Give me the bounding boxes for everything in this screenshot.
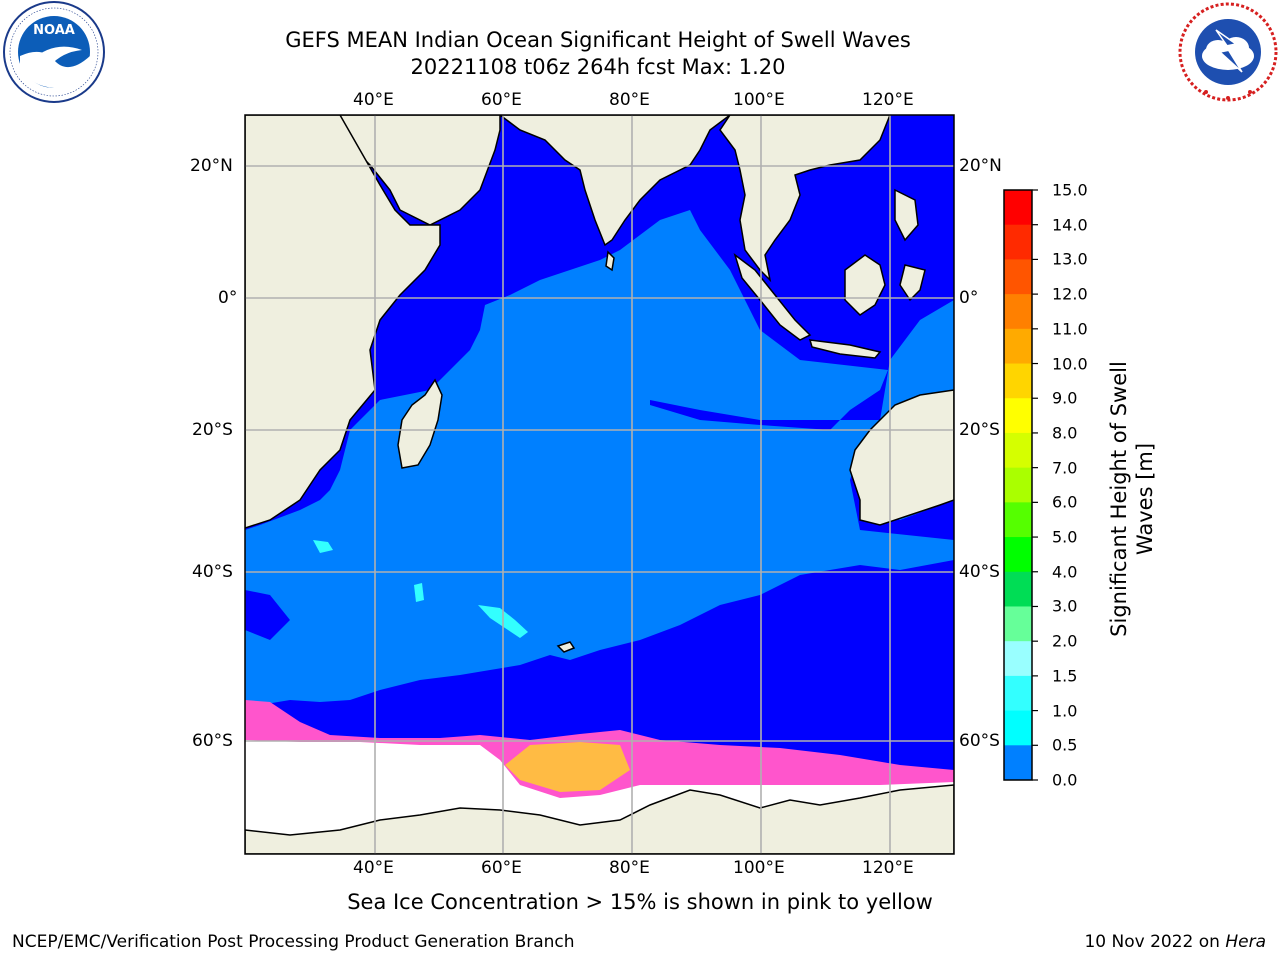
footer-credit: NCEP/EMC/Verification Post Processing Pr… [12,932,575,952]
land-islands [894,188,919,242]
nws-logo [1176,0,1280,104]
high-swell-patch-3 [414,583,424,602]
footer-host: Hera [1225,932,1266,952]
map-frame [244,114,955,855]
colorbar-label: 1.0 [1052,701,1078,721]
noaa-logo-text: NOAA [33,23,75,38]
lat-tick-left-20n: 20°N [190,156,233,176]
colorbar-segment [1004,537,1032,573]
chart-title-line2: 20221108 t06z 264h fcst Max: 1.20 [410,55,786,79]
colorbar-segment [1004,502,1032,538]
colorbar-frame [1003,189,1033,781]
lat-tick-right-60s: 60°S [959,731,1000,751]
colorbar-segment [1004,190,1032,226]
graticule [245,115,954,854]
lat-tick-right-40s: 40°S [959,562,1000,582]
high-swell-patch-2 [313,540,333,553]
lon-tick-bottom-100e: 100°E [733,858,785,878]
colorbar-label: 8.0 [1052,423,1078,443]
land-srilanka [605,250,615,272]
colorbar-label: 5.0 [1052,527,1078,547]
colorbar-segment [1004,398,1032,434]
land-africa [245,115,441,529]
sea-ice-yellow [505,742,630,792]
colorbar-label: 1.5 [1052,666,1078,686]
colorbar-segment [1004,294,1032,330]
lon-tick-top-100e: 100°E [733,90,785,110]
footer-date: 10 Nov 2022 on Hera [1084,932,1266,952]
colorbar-label: 0.0 [1052,770,1078,790]
colorbar-segment [1004,571,1032,607]
sea-ice-caption: Sea Ice Concentration > 15% is shown in … [347,890,933,914]
colorbar-label: 15.0 [1052,180,1088,200]
land-masses [245,115,954,854]
lon-tick-bottom-120e: 120°E [862,858,914,878]
land-kerguelen [556,641,576,653]
colorbar-segment [1004,328,1032,365]
map-layers [245,115,954,854]
land-madagascar [397,378,443,469]
colorbar [1003,189,1038,781]
colorbar-label: 3.0 [1052,596,1078,616]
lon-tick-bottom-80e: 80°E [609,858,650,878]
colorbar-title-line1: Significant Height of Swell [1107,361,1131,637]
lat-tick-right-20s: 20°S [959,420,1000,440]
colorbar-segment [1004,363,1032,399]
lat-tick-left-60s: 60°S [192,731,233,751]
lon-tick-bottom-60e: 60°E [481,858,522,878]
colorbar-label: 12.0 [1052,284,1088,304]
land-australia [849,389,954,526]
colorbar-segment [1004,710,1032,746]
lon-tick-bottom-40e: 40°E [353,858,394,878]
colorbar-label: 0.5 [1052,735,1078,755]
lon-tick-top-80e: 80°E [609,90,650,110]
chart-title-line1: GEFS MEAN Indian Ocean Significant Heigh… [285,28,911,52]
lon-tick-top-120e: 120°E [862,90,914,110]
lat-tick-right-0: 0° [959,288,979,308]
lat-tick-right-20n: 20°N [959,156,1002,176]
colorbar-label: 6.0 [1052,492,1078,512]
colorbar-label: 7.0 [1052,458,1078,478]
noaa-logo: NOAA [2,0,106,104]
colorbar-label: 11.0 [1052,319,1088,339]
lat-tick-left-0: 0° [218,288,238,308]
land-india [498,115,732,247]
colorbar-label: 10.0 [1052,354,1088,374]
colorbar-label: 14.0 [1052,215,1088,235]
lon-tick-top-60e: 60°E [481,90,522,110]
colorbar-segment [1004,224,1032,260]
land-java [808,339,882,359]
colorbar-segment [1004,467,1032,503]
land-sulawesi [899,264,926,302]
land-antarctica [245,784,954,854]
colorbar-segment [1004,259,1032,295]
lat-tick-left-40s: 40°S [192,562,233,582]
colorbar-segment [1004,641,1032,677]
land-seasia [719,115,891,283]
lon-tick-top-40e: 40°E [353,90,394,110]
colorbar-label: 13.0 [1052,249,1088,269]
colorbar-segment [1004,675,1032,712]
lat-tick-left-20s: 20°S [192,420,233,440]
low-swell-south [245,590,290,640]
footer-date-text: 10 Nov 2022 on [1084,932,1226,952]
colorbar-label: 4.0 [1052,562,1078,582]
colorbar-segment [1004,432,1032,469]
colorbar-segment [1004,745,1032,781]
land-borneo [844,254,886,316]
colorbar-segment [1004,606,1032,642]
colorbar-title-line2: Waves [m] [1133,442,1157,556]
colorbar-label: 9.0 [1052,388,1078,408]
colorbar-label: 2.0 [1052,631,1078,651]
